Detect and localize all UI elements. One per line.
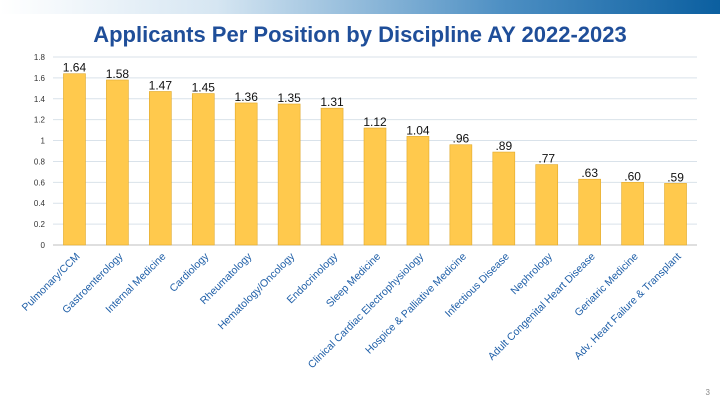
category-label: Cardiology — [167, 250, 212, 295]
bar — [149, 91, 172, 246]
bar — [535, 164, 559, 246]
y-tick-label: 1.6 — [34, 74, 46, 83]
chart-title: Applicants Per Position by Discipline AY… — [93, 22, 627, 47]
data-label: 1.36 — [235, 90, 259, 104]
data-label: .59 — [667, 170, 684, 184]
bar — [363, 127, 387, 246]
bar — [621, 182, 644, 246]
bar — [63, 73, 86, 246]
bar — [106, 79, 129, 246]
y-tick-label: 0.2 — [34, 220, 46, 229]
data-label: 1.12 — [363, 115, 387, 129]
bar — [578, 178, 601, 246]
header-band — [0, 0, 720, 14]
y-tick-label: 1.4 — [34, 95, 46, 104]
data-label: 1.47 — [149, 78, 173, 92]
bar — [191, 93, 215, 246]
data-label: 1.58 — [106, 67, 130, 81]
data-label: .77 — [538, 152, 555, 166]
data-label: 1.31 — [320, 95, 344, 109]
category-label: Hematology/Oncology — [216, 250, 298, 332]
data-label: 1.64 — [63, 61, 87, 75]
category-label: Nephrology — [508, 250, 555, 297]
y-tick-label: 0.4 — [34, 199, 46, 208]
data-label: .60 — [624, 169, 641, 183]
y-tick-label: 0 — [41, 241, 46, 250]
y-tick-label: 0.8 — [34, 157, 46, 166]
bar — [664, 183, 687, 246]
y-tick-label: 1.8 — [34, 53, 46, 62]
y-tick-label: 1.2 — [34, 116, 46, 125]
bar — [492, 151, 516, 246]
bar — [234, 102, 258, 246]
slide-number: 3 — [705, 388, 710, 397]
data-label: 1.45 — [192, 81, 216, 95]
y-tick-label: 1 — [41, 137, 46, 146]
data-label: .96 — [453, 132, 470, 146]
data-label: 1.04 — [406, 123, 430, 137]
data-label: .89 — [495, 139, 512, 153]
data-label: .63 — [581, 166, 598, 180]
bar — [449, 144, 473, 246]
data-label: 1.35 — [277, 91, 301, 105]
bar — [277, 103, 301, 246]
bar — [320, 107, 344, 246]
y-tick-label: 0.6 — [34, 178, 46, 187]
bar — [406, 136, 430, 246]
